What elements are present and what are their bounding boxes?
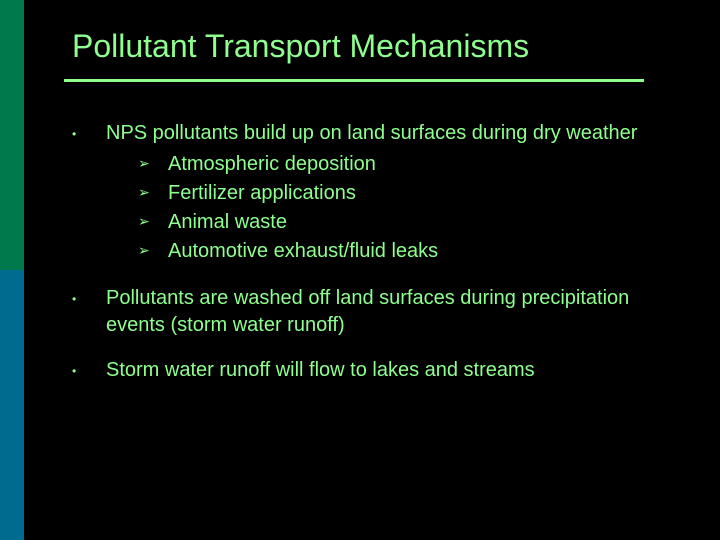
bullet-item: • NPS pollutants build up on land surfac… xyxy=(72,120,680,267)
bullet-list: • NPS pollutants build up on land surfac… xyxy=(24,82,720,384)
bullet-marker-icon: • xyxy=(72,285,106,307)
bullet-text: Pollutants are washed off land surfaces … xyxy=(106,285,680,339)
sub-bullet-item: ➢ Atmospheric deposition xyxy=(138,151,680,178)
bullet-text: NPS pollutants build up on land surfaces… xyxy=(106,120,680,267)
slide-content: Pollutant Transport Mechanisms • NPS pol… xyxy=(24,0,720,540)
sidebar-accent-bottom xyxy=(0,270,24,540)
sub-bullet-text: Animal waste xyxy=(168,209,680,236)
triangle-bullet-icon: ➢ xyxy=(138,238,168,260)
bullet-marker-icon: • xyxy=(72,120,106,142)
bullet-item: • Pollutants are washed off land surface… xyxy=(72,285,680,339)
bullet-text: Storm water runoff will flow to lakes an… xyxy=(106,357,680,384)
bullet-item: • Storm water runoff will flow to lakes … xyxy=(72,357,680,384)
slide-title: Pollutant Transport Mechanisms xyxy=(24,0,720,75)
sub-bullet-text: Fertilizer applications xyxy=(168,180,680,207)
triangle-bullet-icon: ➢ xyxy=(138,180,168,202)
sub-bullet-text: Atmospheric deposition xyxy=(168,151,680,178)
bullet-marker-icon: • xyxy=(72,357,106,379)
sub-bullet-item: ➢ Fertilizer applications xyxy=(138,180,680,207)
triangle-bullet-icon: ➢ xyxy=(138,209,168,231)
triangle-bullet-icon: ➢ xyxy=(138,151,168,173)
bullet-text-span: NPS pollutants build up on land surfaces… xyxy=(106,122,637,144)
sub-bullet-list: ➢ Atmospheric deposition ➢ Fertilizer ap… xyxy=(106,147,680,265)
sub-bullet-text: Automotive exhaust/fluid leaks xyxy=(168,238,680,265)
sub-bullet-item: ➢ Animal waste xyxy=(138,209,680,236)
sub-bullet-item: ➢ Automotive exhaust/fluid leaks xyxy=(138,238,680,265)
sidebar-accent-top xyxy=(0,0,24,270)
